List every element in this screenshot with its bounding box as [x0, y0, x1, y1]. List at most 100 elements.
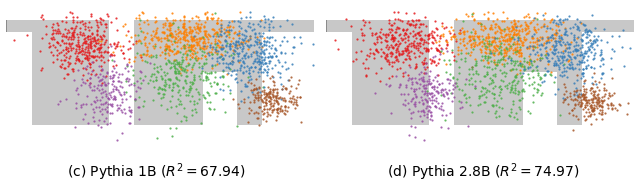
Point — [92, 86, 102, 89]
Point — [111, 28, 122, 31]
Point — [208, 35, 218, 38]
Point — [252, 41, 262, 44]
Point — [275, 52, 285, 55]
Point — [577, 73, 587, 76]
Point — [164, 46, 174, 49]
Point — [537, 43, 547, 46]
Point — [92, 47, 102, 50]
Point — [444, 89, 454, 92]
Point — [566, 40, 577, 43]
Point — [149, 47, 159, 50]
Point — [515, 39, 525, 42]
Point — [179, 46, 189, 49]
Point — [110, 96, 120, 99]
Point — [185, 28, 195, 31]
Point — [232, 103, 243, 106]
Point — [550, 51, 560, 54]
Point — [189, 100, 199, 103]
Point — [466, 46, 476, 49]
Point — [509, 115, 519, 118]
Point — [564, 62, 574, 65]
Point — [441, 70, 451, 73]
Point — [597, 106, 607, 109]
Point — [178, 45, 188, 47]
Point — [76, 49, 86, 52]
Point — [465, 36, 476, 39]
Point — [549, 48, 559, 51]
Point — [408, 24, 419, 27]
Point — [496, 42, 506, 45]
Point — [216, 30, 226, 33]
Point — [186, 71, 196, 74]
Point — [506, 68, 516, 70]
Point — [287, 62, 298, 65]
Point — [236, 41, 246, 44]
Point — [423, 33, 433, 36]
Point — [215, 29, 225, 32]
Point — [211, 38, 221, 41]
Point — [424, 81, 435, 84]
Point — [216, 19, 227, 22]
Point — [572, 63, 582, 66]
Point — [210, 39, 220, 42]
Point — [192, 43, 202, 46]
Point — [444, 30, 454, 33]
Point — [272, 93, 282, 96]
Point — [221, 35, 231, 38]
Point — [80, 50, 90, 53]
Point — [529, 33, 540, 36]
Point — [196, 36, 207, 39]
Point — [419, 65, 429, 68]
Point — [182, 52, 193, 55]
Point — [525, 45, 536, 48]
Point — [118, 44, 129, 47]
Point — [604, 94, 614, 96]
Point — [564, 46, 574, 49]
Point — [437, 25, 447, 28]
Point — [221, 41, 232, 44]
Point — [605, 94, 615, 97]
Point — [65, 10, 76, 13]
Point — [95, 43, 105, 46]
Point — [508, 79, 518, 82]
Point — [479, 65, 490, 68]
Point — [188, 64, 198, 67]
Point — [445, 38, 456, 41]
Point — [180, 118, 191, 121]
Point — [479, 42, 490, 45]
Point — [409, 45, 419, 48]
Point — [488, 11, 499, 14]
Point — [131, 52, 141, 55]
Point — [182, 54, 192, 57]
Point — [180, 38, 190, 41]
Point — [508, 37, 518, 40]
Point — [564, 27, 575, 30]
Point — [74, 44, 84, 47]
Point — [578, 23, 588, 26]
Point — [74, 45, 84, 48]
Point — [202, 51, 212, 54]
Point — [479, 24, 489, 27]
Point — [265, 107, 275, 110]
Point — [234, 30, 244, 33]
Point — [422, 101, 432, 104]
Point — [458, 39, 468, 42]
Point — [211, 50, 221, 53]
Point — [392, 39, 403, 42]
Point — [586, 104, 596, 107]
Point — [556, 18, 566, 21]
Point — [264, 41, 274, 44]
Point — [405, 23, 415, 26]
Point — [513, 39, 524, 42]
Point — [538, 43, 548, 46]
Point — [543, 70, 554, 73]
Point — [193, 23, 204, 26]
Point — [259, 42, 269, 45]
Point — [205, 70, 216, 73]
Point — [422, 105, 432, 108]
Point — [524, 72, 534, 75]
Point — [77, 20, 87, 23]
Point — [253, 91, 263, 94]
Point — [604, 106, 614, 109]
Point — [108, 79, 118, 82]
